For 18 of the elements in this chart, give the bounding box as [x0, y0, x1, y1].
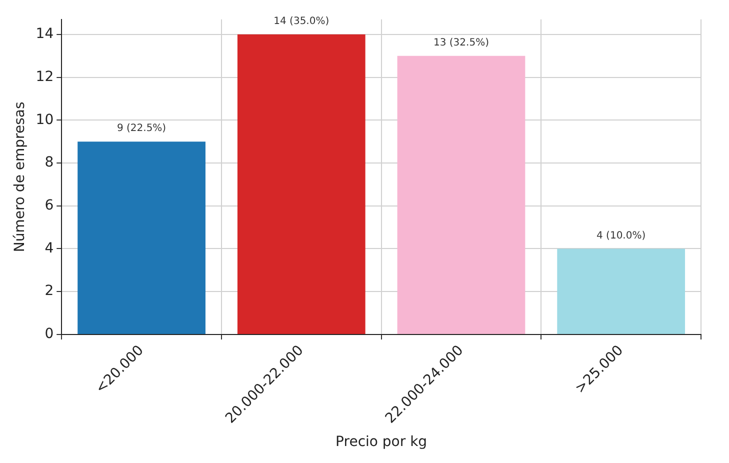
y-tick-label: 8: [44, 154, 54, 171]
y-tick-label: 12: [36, 68, 54, 85]
data-label: 14 (35.0%): [274, 16, 330, 27]
bar: [397, 56, 526, 334]
y-tick-label: 10: [36, 112, 54, 128]
data-label: 13 (32.5%): [433, 37, 490, 48]
bar: [78, 142, 206, 334]
y-tick-label: 14: [36, 26, 54, 42]
y-tick-label: 6: [44, 198, 54, 214]
data-label: 4 (10.0%): [596, 230, 646, 242]
y-tick-label: 2: [44, 283, 54, 300]
x-axis-title: Precio por kg: [336, 434, 428, 450]
y-tick-label: 0: [44, 326, 54, 342]
y-axis-title: Número de empresas: [12, 102, 28, 252]
bar: [237, 34, 366, 334]
bar: [557, 248, 686, 334]
data-label: 9 (22.5%): [116, 123, 166, 134]
y-tick-label: 4: [44, 240, 54, 256]
